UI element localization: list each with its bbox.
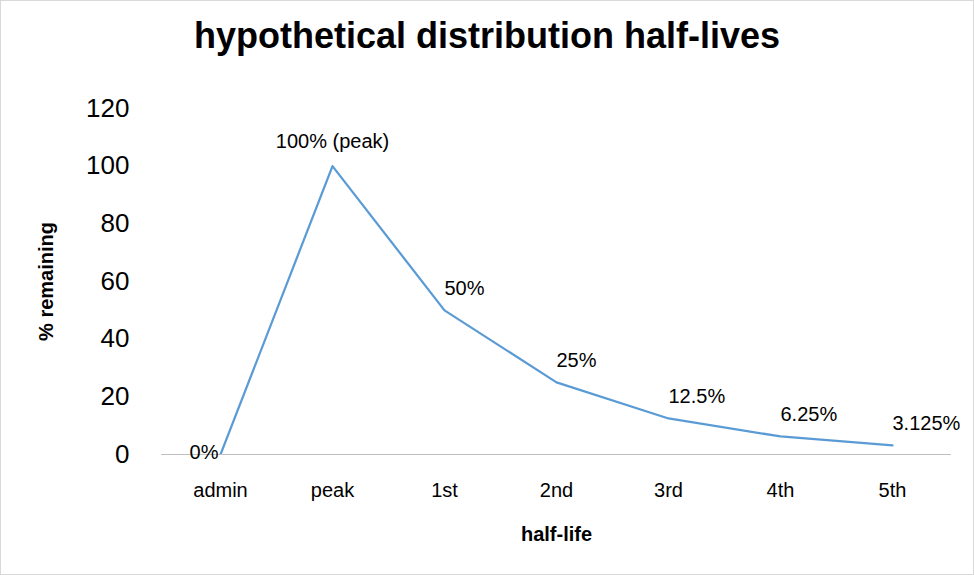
svg-text:3rd: 3rd [654, 479, 683, 501]
svg-text:25%: 25% [557, 349, 597, 371]
svg-text:5th: 5th [879, 479, 907, 501]
svg-text:60: 60 [101, 266, 130, 296]
svg-text:peak: peak [311, 479, 355, 501]
svg-text:4th: 4th [767, 479, 795, 501]
svg-text:100% (peak): 100% (peak) [276, 130, 389, 152]
svg-text:% remaining: % remaining [35, 222, 57, 341]
svg-text:3.125%: 3.125% [893, 412, 961, 434]
svg-text:20: 20 [101, 381, 130, 411]
svg-text:80: 80 [101, 208, 130, 238]
svg-text:12.5%: 12.5% [669, 385, 726, 407]
svg-text:6.25%: 6.25% [781, 403, 838, 425]
svg-text:1st: 1st [431, 479, 458, 501]
svg-text:admin: admin [193, 479, 247, 501]
svg-text:0: 0 [115, 439, 129, 469]
svg-text:2nd: 2nd [540, 479, 573, 501]
svg-text:50%: 50% [445, 277, 485, 299]
html-text:hypothetical distribution half: hypothetical distribution half-lives [194, 15, 780, 56]
svg-text:half-life: half-life [521, 523, 592, 545]
svg-text:100: 100 [86, 150, 129, 180]
svg-text:40: 40 [101, 323, 130, 353]
svg-text:120: 120 [86, 93, 129, 123]
svg-text:0%: 0% [190, 441, 219, 463]
